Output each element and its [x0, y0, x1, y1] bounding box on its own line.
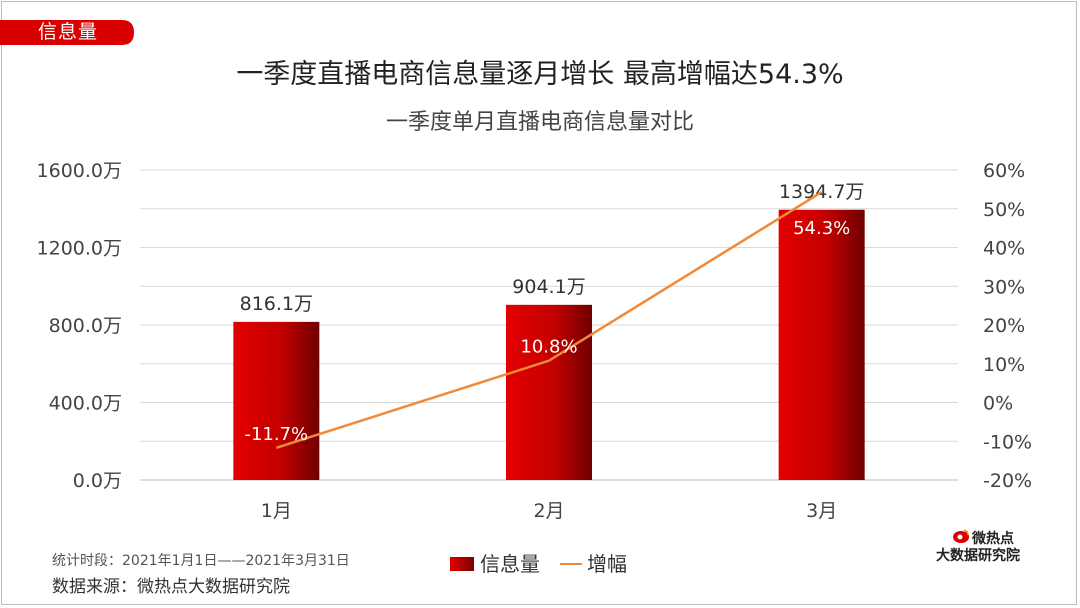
bar-1月 — [233, 321, 320, 480]
tag-shape — [0, 20, 134, 45]
legend-bar-swatch — [450, 557, 474, 571]
footer-period: 统计时段：2021年1月1日——2021年3月31日 — [52, 553, 350, 569]
chart-subtitle: 一季度单月直播电商信息量对比 — [385, 110, 694, 135]
left-axis-tick-label: 1600.0万 — [37, 160, 122, 182]
right-axis-tick-label: 20% — [983, 315, 1025, 337]
right-axis-tick-label: 10% — [983, 354, 1025, 376]
growth-line — [275, 191, 823, 450]
left-axis-tick-label: 1200.0万 — [37, 238, 122, 260]
bar-2月 — [506, 304, 592, 480]
legend-bar-label: 信息量 — [480, 552, 540, 576]
right-axis-tick-label: 40% — [983, 238, 1025, 260]
chart-title: 一季度直播电商信息量逐月增长 最高增幅达54.3% — [236, 59, 844, 90]
growth-line-path — [275, 191, 823, 450]
left-axis-tick-label: 0.0万 — [73, 470, 122, 492]
footer-source: 数据来源：微热点大数据研究院 — [52, 577, 290, 597]
right-axis-tick-label: -10% — [983, 431, 1032, 453]
brand-logo: 微热点 大数据研究院 — [936, 528, 1040, 564]
bar-value-labels: 816.1万 904.1万 1394.7万 — [240, 181, 865, 315]
bar-3月 — [778, 209, 865, 481]
growth-value-labels: -11.7% 10.8% 54.3% — [244, 218, 850, 445]
right-axis-tick-label: 0% — [983, 393, 1013, 415]
right-axis-tick-label: 60% — [983, 160, 1025, 182]
logo-org: 大数据研究院 — [936, 548, 1020, 564]
bar-value-label: 1394.7万 — [779, 181, 864, 203]
legend-line-swatch — [560, 563, 582, 565]
growth-value-label: 54.3% — [793, 218, 850, 239]
growth-value-label: 10.8% — [520, 337, 577, 358]
x-axis-tick-label: 2月 — [533, 500, 564, 522]
x-axis-tick-label: 1月 — [261, 500, 292, 522]
left-axis-tick-label: 800.0万 — [49, 315, 122, 337]
right-axis-tick-label: 30% — [983, 276, 1025, 298]
tag-label: 信息量 — [38, 21, 99, 43]
bar-value-label: 904.1万 — [512, 276, 585, 298]
bars — [233, 209, 865, 481]
right-axis-tick-label: 50% — [983, 199, 1025, 221]
legend-line-label: 增幅 — [587, 552, 627, 576]
left-axis: 0.0万 400.0万 800.0万 1200.0万 1600.0万 — [37, 160, 122, 492]
left-axis-tick-label: 400.0万 — [49, 393, 122, 415]
growth-value-label: -11.7% — [244, 424, 308, 445]
x-axis: 1月 2月 3月 — [261, 500, 837, 522]
right-axis-tick-label: -20% — [983, 470, 1032, 492]
right-axis: -20% -10% 0% 10% 20% 30% 40% 50% 60% — [983, 160, 1032, 492]
logo-name: 微热点 — [972, 531, 1014, 547]
section-tag: 信息量 — [0, 20, 134, 45]
bar-value-label: 816.1万 — [240, 293, 313, 315]
x-axis-tick-label: 3月 — [806, 500, 837, 522]
weibo-eye-icon — [953, 529, 969, 543]
